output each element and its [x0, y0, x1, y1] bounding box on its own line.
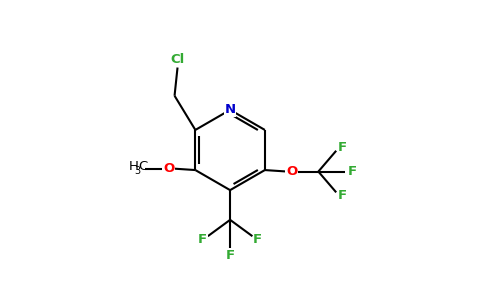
- Text: F: F: [226, 249, 235, 262]
- Text: O: O: [163, 162, 174, 175]
- Text: 3: 3: [134, 166, 140, 176]
- Text: F: F: [348, 165, 357, 178]
- Text: C: C: [138, 160, 147, 173]
- Text: F: F: [338, 189, 348, 202]
- Text: F: F: [198, 233, 207, 246]
- Text: O: O: [286, 165, 297, 178]
- Text: N: N: [225, 103, 236, 116]
- Text: F: F: [253, 233, 262, 246]
- Text: F: F: [338, 141, 348, 154]
- Text: H: H: [129, 160, 139, 173]
- Text: Cl: Cl: [170, 53, 185, 66]
